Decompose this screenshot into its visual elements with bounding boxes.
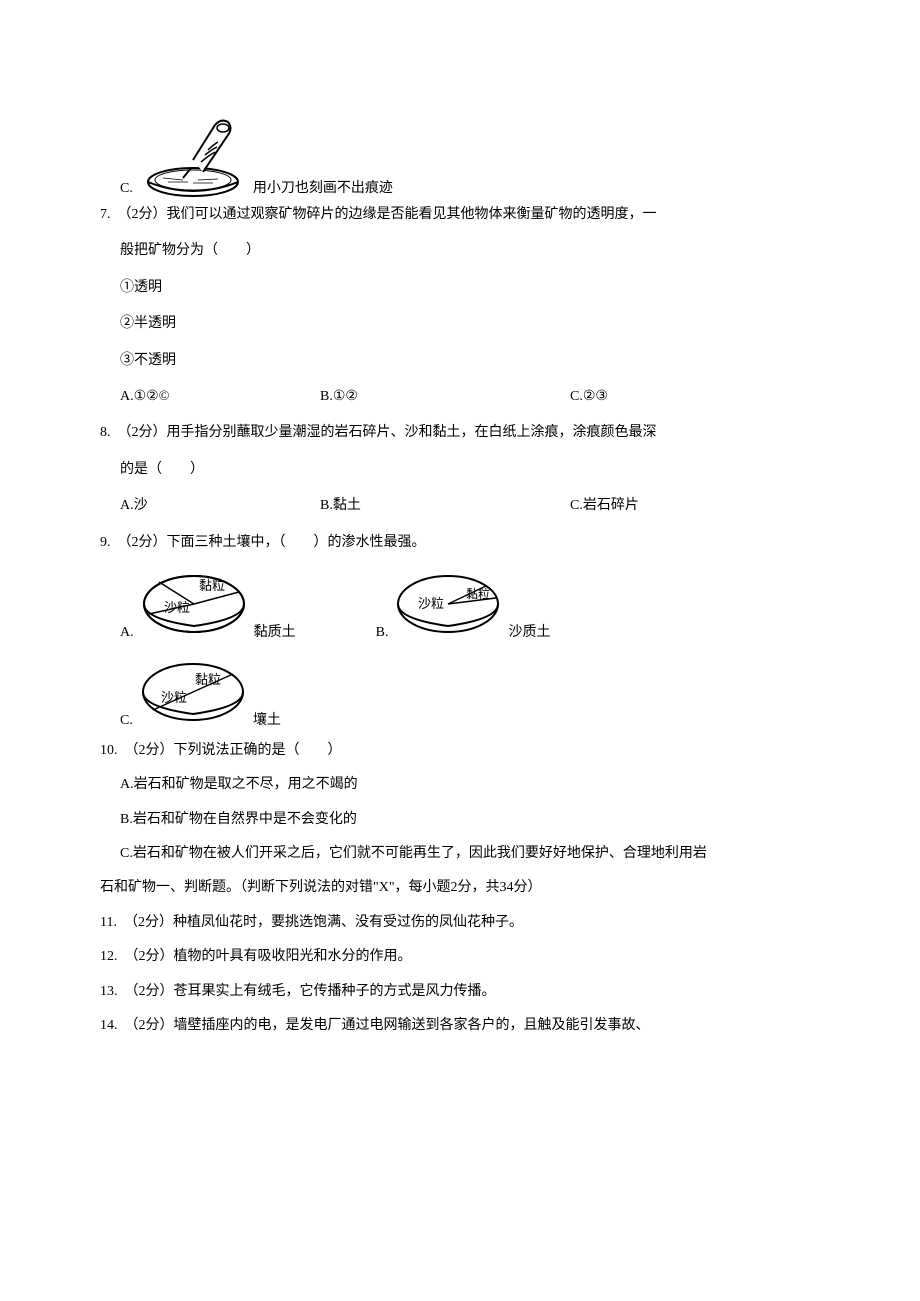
q9-pieB-svg-group: 黏粒 沙粒: [388, 564, 508, 644]
q7-stem-line1: 7. （2分）我们可以通过观察矿物碎片的边缘是否能看见其他物体来衡量矿物的透明度…: [100, 204, 840, 226]
q13-stem: 苍耳果实上有绒毛，它传播种子的方式是风力传播。: [174, 984, 496, 999]
svg-text:沙粒: 沙粒: [418, 596, 444, 611]
q12-prefix: 12.: [100, 949, 118, 964]
q8-optA[interactable]: A.沙: [120, 495, 320, 517]
q12-line: 12. （2分）植物的叶具有吸收阳光和水分的作用。: [100, 946, 840, 968]
q9-pieB-name: 沙质土: [508, 622, 550, 644]
q11-prefix: 11.: [100, 915, 117, 930]
q11-stem: 种植凤仙花时，要挑选饱满、没有受过伤的凤仙花种子。: [173, 915, 523, 930]
q9-pieA-block[interactable]: A. 黏粒 沙粒 黏质土: [120, 564, 296, 644]
q11-points: （2分）: [131, 915, 173, 930]
q13-prefix: 13.: [100, 984, 118, 999]
question-13: 13. （2分）苍耳果实上有绒毛，它传播种子的方式是风力传播。: [100, 981, 840, 1003]
q11-line: 11. （2分）种植凤仙花时，要挑选饱满、没有受过伤的凤仙花种子。: [100, 912, 840, 934]
q10-optA[interactable]: A.岩石和矿物是取之不尽，用之不竭的: [120, 774, 840, 796]
q9-pieC-name: 壤土: [253, 710, 281, 732]
q8-optB[interactable]: B.黏土: [320, 495, 570, 517]
q8-points: （2分）: [125, 425, 167, 440]
q7-options: A.①②© B.①② C.②③: [120, 386, 840, 408]
q10-optC2: 石和矿物一、判断题。（判断下列说法的对错"X"，每小题2分，共34分）: [100, 877, 840, 899]
q7-sub3: ③不透明: [120, 350, 840, 372]
q14-points: （2分）: [132, 1018, 174, 1033]
q9-pieA-name: 黏质土: [254, 622, 296, 644]
q8-prefix: 8.: [100, 425, 111, 440]
question-11: 11. （2分）种植凤仙花时，要挑选饱满、没有受过伤的凤仙花种子。: [100, 912, 840, 934]
q7-sub2: ②半透明: [120, 313, 840, 335]
q9-pieC-block[interactable]: C. 黏粒 沙粒 壤土: [120, 652, 281, 732]
q7-optA[interactable]: A.①②©: [120, 386, 320, 408]
q7-sub1: ①透明: [120, 277, 840, 299]
q14-prefix: 14.: [100, 1018, 118, 1033]
q8-options: A.沙 B.黏土 C.岩石碎片: [120, 495, 840, 517]
q9-points: （2分）: [125, 535, 167, 550]
pie-a-icon: 黏粒 沙粒: [134, 564, 254, 644]
q9-row-ab: A. 黏粒 沙粒 黏质土 B.: [120, 564, 840, 644]
q7-optC[interactable]: C.②③: [570, 386, 840, 408]
svg-text:沙粒: 沙粒: [164, 600, 190, 615]
q7-optB[interactable]: B.①②: [320, 386, 570, 408]
question-8: 8. （2分）用手指分别蘸取少量潮湿的岩石碎片、沙和黏土，在白纸上涂痕，涂痕颜色…: [100, 422, 840, 517]
q13-points: （2分）: [132, 984, 174, 999]
q10-points: （2分）: [132, 743, 174, 758]
q7-stem1: 我们可以通过观察矿物碎片的边缘是否能看见其他物体来衡量矿物的透明度，一: [167, 207, 657, 222]
svg-text:黏粒: 黏粒: [195, 672, 221, 687]
q9-pieA-svg-group: 黏粒 沙粒: [134, 564, 254, 644]
q8-optC[interactable]: C.岩石碎片: [570, 495, 840, 517]
q6c-label: C.: [120, 178, 133, 200]
q10-prefix: 10.: [100, 743, 118, 758]
pie-b-icon: 黏粒 沙粒: [388, 564, 508, 644]
question-14: 14. （2分）墙壁插座内的电，是发电厂通过电网输送到各家各户的，且触及能引发事…: [100, 1015, 840, 1037]
q7-prefix: 7.: [100, 207, 111, 222]
q12-points: （2分）: [132, 949, 174, 964]
q9-prefix: 9.: [100, 535, 111, 550]
q8-stem-line2: 的是（ ）: [120, 459, 840, 481]
q10-optB[interactable]: B.岩石和矿物在自然界中是不会变化的: [120, 809, 840, 831]
q7-stem-line2: 般把矿物分为（ ）: [120, 240, 840, 262]
q9-pieB-label: B.: [376, 622, 389, 644]
question-10: 10. （2分）下列说法正确的是（ ） A.岩石和矿物是取之不尽，用之不竭的 B…: [100, 740, 840, 900]
q13-line: 13. （2分）苍耳果实上有绒毛，它传播种子的方式是风力传播。: [100, 981, 840, 1003]
svg-text:黏粒: 黏粒: [466, 586, 490, 601]
q6c-text: 用小刀也刻画不出痕迹: [253, 178, 393, 200]
q9-pieB-block[interactable]: B. 黏粒 沙粒 沙质土: [376, 564, 551, 644]
q9-pieC-label: C.: [120, 710, 133, 732]
q9-row-c: C. 黏粒 沙粒 壤土: [120, 652, 840, 732]
q14-line: 14. （2分）墙壁插座内的电，是发电厂通过电网输送到各家各户的，且触及能引发事…: [100, 1015, 840, 1037]
svg-text:沙粒: 沙粒: [161, 690, 187, 705]
question-12: 12. （2分）植物的叶具有吸收阳光和水分的作用。: [100, 946, 840, 968]
q10-stem-text: 下列说法正确的是（ ）: [174, 743, 342, 758]
q14-stem: 墙壁插座内的电，是发电厂通过电网输送到各家各户的，且触及能引发事故、: [174, 1018, 650, 1033]
q8-stem1: 用手指分别蘸取少量潮湿的岩石碎片、沙和黏土，在白纸上涂痕，涂痕颜色最深: [167, 425, 657, 440]
q9-pieA-label: A.: [120, 622, 134, 644]
hand-bowl-icon: [133, 100, 253, 200]
question-9: 9. （2分）下面三种土壤中，（ ）的渗水性最强。 A. 黏粒 沙粒 黏质土: [100, 532, 840, 732]
q9-stem: 9. （2分）下面三种土壤中，（ ）的渗水性最强。: [100, 532, 840, 554]
q8-stem-line1: 8. （2分）用手指分别蘸取少量潮湿的岩石碎片、沙和黏土，在白纸上涂痕，涂痕颜色…: [100, 422, 840, 444]
question-7: 7. （2分）我们可以通过观察矿物碎片的边缘是否能看见其他物体来衡量矿物的透明度…: [100, 204, 840, 408]
q7-points: （2分）: [125, 207, 167, 222]
pie-c-icon: 黏粒 沙粒: [133, 652, 253, 732]
q9-stem-text: 下面三种土壤中，（ ）的渗水性最强。: [167, 535, 426, 550]
q12-stem: 植物的叶具有吸收阳光和水分的作用。: [174, 949, 412, 964]
q10-stem: 10. （2分）下列说法正确的是（ ）: [100, 740, 840, 762]
q9-pieC-svg-group: 黏粒 沙粒: [133, 652, 253, 732]
q6-option-c-block: C. 用小刀也刻画不出痕迹: [120, 100, 840, 200]
q10-optC1[interactable]: C.岩石和矿物在被人们开采之后，它们就不可能再生了，因此我们要好好地保护、合理地…: [120, 843, 840, 865]
